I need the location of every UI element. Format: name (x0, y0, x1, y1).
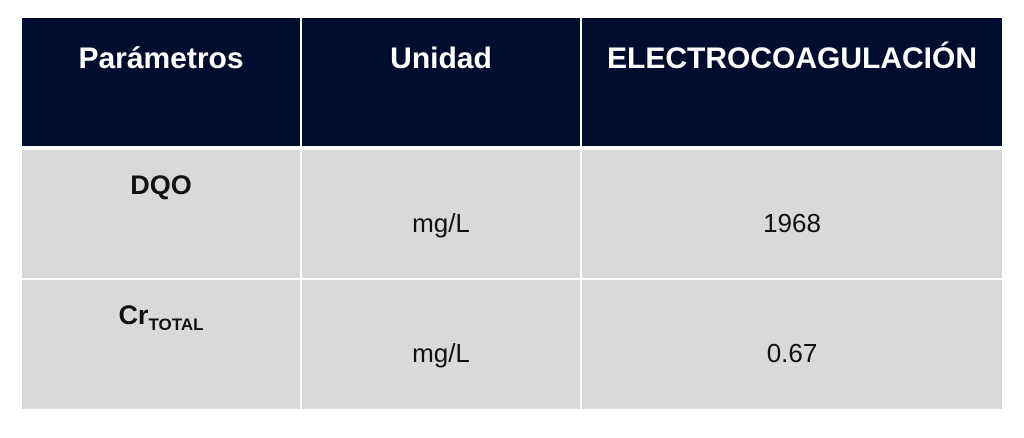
row-cr-value: 0.67 (582, 280, 1002, 409)
header-parametros: Parámetros (22, 18, 300, 146)
parameter-subscript: TOTAL (148, 315, 204, 334)
header-electrocoagulacion: ELECTROCOAGULACIÓN (582, 18, 1002, 146)
unit-value: mg/L (412, 338, 470, 368)
row-cr-parameter: CrTOTAL (22, 280, 300, 409)
header-label: Unidad (390, 42, 492, 75)
row-dqo-value: 1968 (582, 150, 1002, 278)
header-unidad: Unidad (302, 18, 580, 146)
parameter-name: CrTOTAL (118, 300, 204, 334)
parameter-name: DQO (130, 170, 192, 200)
row-dqo-unit: mg/L (302, 150, 580, 278)
unit-value: mg/L (412, 208, 470, 238)
row-cr-unit: mg/L (302, 280, 580, 409)
header-label: ELECTROCOAGULACIÓN (607, 42, 977, 75)
row-dqo-parameter: DQO (22, 150, 300, 278)
measurement-value: 1968 (763, 208, 821, 238)
measurement-value: 0.67 (766, 338, 818, 368)
header-label: Parámetros (78, 42, 244, 75)
